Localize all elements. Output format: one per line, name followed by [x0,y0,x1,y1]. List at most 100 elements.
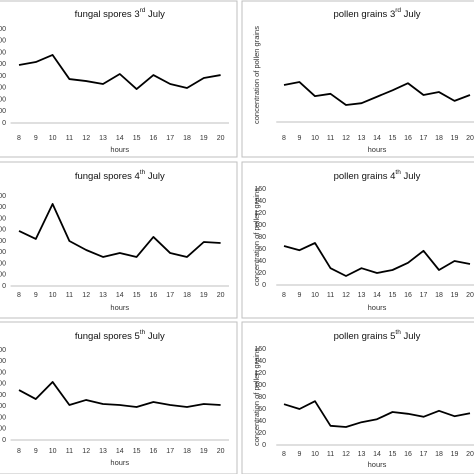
panel-frame [0,161,238,319]
x-tick-label: 17 [420,451,428,458]
x-axis-label: hours [110,303,129,312]
x-tick-label: 11 [327,451,334,458]
x-tick-label: 18 [183,292,191,299]
y-tick-label: 160 [254,186,266,193]
x-tick-label: 19 [451,451,459,458]
data-line [283,242,471,277]
chart-title: pollen grains 5th July [334,329,421,341]
chart-title: pollen grains 3rd July [333,7,420,19]
y-tick-label: 600 [0,49,6,56]
y-axis-label: concentration of pollen grains [252,26,261,124]
y-tick-label: 140 [254,358,266,365]
y-tick-label: 80 [258,234,266,241]
x-tick-label: 17 [166,135,174,142]
x-tick-label: 9 [34,292,38,299]
y-tick-label: 700 [0,358,6,365]
x-tick-label: 12 [82,135,90,142]
x-axis-label: hours [368,460,387,469]
y-tick-label: 400 [0,392,6,399]
data-line [283,81,471,106]
x-tick-label: 9 [298,292,302,299]
y-tick-label: 0 [262,282,266,289]
x-tick-label: 10 [49,135,57,142]
x-tick-label: 16 [404,451,412,458]
y-tick-label: 200 [0,96,6,103]
x-tick-label: 14 [116,135,124,142]
x-tick-label: 20 [217,292,225,299]
x-tick-label: 10 [311,292,319,299]
x-tick-label: 11 [66,292,73,299]
y-tick-label: 500 [0,227,6,234]
x-tick-label: 8 [17,448,21,455]
y-tick-label: 200 [0,414,6,421]
y-tick-label: 0 [2,437,6,444]
y-tick-label: 20 [258,430,266,437]
chart-title: pollen grains 4th July [334,169,421,181]
x-tick-label: 18 [435,292,443,299]
y-axis-label: concentration of pollen grains [252,348,261,446]
panel-frame [241,0,474,158]
x-tick-label: 18 [183,448,191,455]
x-tick-label: 9 [298,135,302,142]
x-tick-label: 17 [166,448,174,455]
y-tick-label: 100 [254,382,266,389]
panel-frame [0,0,238,158]
x-tick-label: 19 [200,135,208,142]
y-tick-label: 400 [0,238,6,245]
x-tick-label: 19 [200,448,208,455]
panel-frame [241,161,474,319]
x-tick-label: 13 [358,135,366,142]
x-tick-label: 13 [99,135,107,142]
x-tick-label: 15 [389,292,397,299]
y-tick-label: 0 [262,442,266,449]
x-tick-label: 18 [435,135,443,142]
y-tick-label: 160 [254,346,266,353]
x-tick-label: 12 [342,292,350,299]
x-tick-label: 13 [99,448,107,455]
y-tick-label: 60 [258,246,266,253]
x-tick-label: 16 [404,135,412,142]
y-tick-label: 80 [258,394,266,401]
x-axis-label: hours [368,303,387,312]
y-tick-label: 300 [0,403,6,410]
x-tick-label: 17 [420,135,428,142]
x-tick-label: 20 [466,451,474,458]
x-tick-label: 13 [358,292,366,299]
x-tick-label: 19 [451,292,459,299]
x-tick-label: 16 [150,292,158,299]
x-tick-label: 11 [327,135,334,142]
x-tick-label: 9 [34,448,38,455]
y-tick-label: 800 [0,347,6,354]
x-tick-label: 17 [420,292,428,299]
panel-frame [0,321,238,474]
x-tick-label: 13 [99,292,107,299]
x-tick-label: 14 [373,292,381,299]
y-tick-label: 500 [0,61,6,68]
data-line [18,54,221,90]
x-tick-label: 20 [217,448,225,455]
y-tick-label: 40 [258,418,266,425]
x-tick-label: 18 [183,135,191,142]
x-axis-label: hours [110,458,129,467]
x-tick-label: 19 [451,135,459,142]
x-tick-label: 12 [342,135,350,142]
data-line [283,400,471,428]
x-tick-label: 15 [133,292,141,299]
y-tick-label: 100 [0,108,6,115]
chart-title: fungal spores 4th July [75,169,165,181]
x-tick-label: 10 [311,135,319,142]
chart-title: fungal spores 5th July [75,329,165,341]
x-tick-label: 8 [282,451,286,458]
x-tick-label: 15 [133,448,141,455]
y-tick-label: 700 [0,38,6,45]
x-tick-label: 11 [66,448,73,455]
x-tick-label: 11 [327,292,334,299]
x-tick-label: 15 [389,135,397,142]
x-tick-label: 10 [49,448,57,455]
x-tick-label: 12 [342,451,350,458]
y-tick-label: 60 [258,406,266,413]
x-tick-label: 14 [116,448,124,455]
x-tick-label: 14 [373,451,381,458]
x-tick-label: 13 [358,451,366,458]
